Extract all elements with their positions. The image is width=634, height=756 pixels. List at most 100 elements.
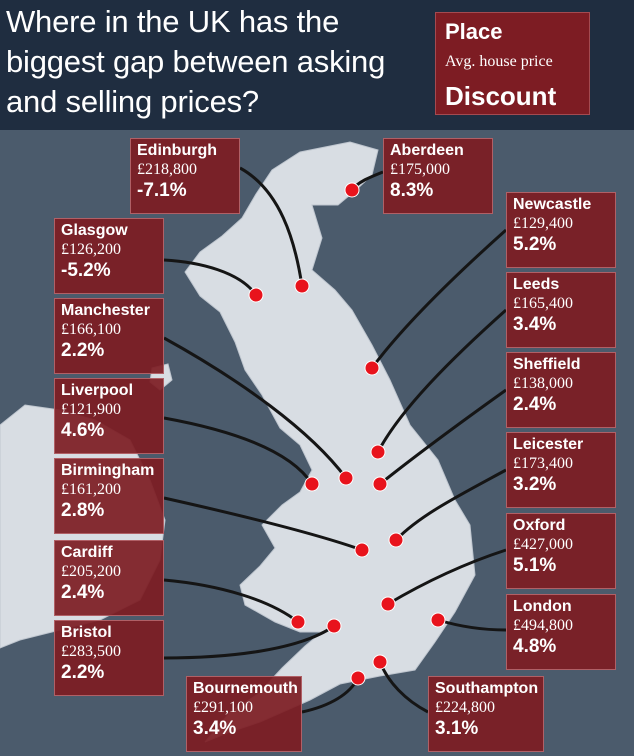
city-price: £291,100: [193, 699, 253, 716]
city-discount: 5.1%: [513, 555, 557, 576]
city-name: Liverpool: [61, 382, 134, 399]
legend-place-label: Place: [445, 19, 503, 44]
city-discount: 5.2%: [513, 234, 557, 255]
city-box-oxford: Oxford £427,000 5.1%: [506, 513, 616, 589]
city-box-edinburgh: Edinburgh £218,800 -7.1%: [130, 138, 240, 214]
city-price: £161,200: [61, 481, 121, 498]
marker-liverpool: [304, 476, 320, 492]
city-name: Sheffield: [513, 356, 581, 373]
city-box-bournemouth: Bournemouth £291,100 3.4%: [186, 676, 302, 752]
city-box-aberdeen: Aberdeen £175,000 8.3%: [383, 138, 493, 214]
connector-birmingham: [163, 496, 363, 552]
city-name: Birmingham: [61, 462, 155, 479]
city-discount: 4.8%: [513, 636, 557, 657]
connector-leeds: [376, 308, 507, 453]
marker-leicester: [388, 532, 404, 548]
connector-manchester: [163, 336, 348, 479]
marker-london: [430, 612, 446, 628]
connector-leicester: [394, 468, 507, 542]
city-name: Leicester: [513, 436, 584, 453]
city-price: £121,900: [61, 401, 121, 418]
city-box-southampton: Southampton £224,800 3.1%: [428, 676, 544, 752]
city-discount: 2.2%: [61, 340, 105, 361]
city-price: £283,500: [61, 643, 121, 660]
city-price: £126,200: [61, 241, 121, 258]
city-price: £165,400: [513, 295, 573, 312]
city-name: Newcastle: [513, 196, 592, 213]
city-discount: 3.4%: [513, 314, 557, 335]
legend-price-label: Avg. house price: [445, 53, 553, 70]
city-discount: 3.1%: [435, 718, 479, 739]
city-name: Glasgow: [61, 222, 128, 239]
city-box-glasgow: Glasgow £126,200 -5.2%: [54, 218, 164, 294]
marker-bournemouth: [350, 670, 366, 686]
city-price: £494,800: [513, 617, 573, 634]
city-box-birmingham: Birmingham £161,200 2.8%: [54, 458, 164, 534]
marker-glasgow: [248, 287, 264, 303]
city-name: Southampton: [435, 680, 539, 697]
city-name: Bournemouth: [193, 680, 298, 697]
city-box-leeds: Leeds £165,400 3.4%: [506, 272, 616, 348]
city-name: Leeds: [513, 276, 560, 293]
city-discount: 2.8%: [61, 500, 105, 521]
connectors: [163, 166, 507, 714]
connector-liverpool: [163, 416, 314, 485]
marker-leeds: [370, 444, 386, 460]
marker-oxford: [380, 596, 396, 612]
city-name: Bristol: [61, 624, 112, 641]
marker-birmingham: [354, 542, 370, 558]
connector-bristol: [163, 624, 335, 660]
legend-box: Place Avg. house price Discount: [435, 12, 590, 115]
city-name: Aberdeen: [390, 142, 464, 159]
marker-newcastle: [364, 360, 380, 376]
city-discount: 2.4%: [513, 394, 557, 415]
connector-edinburgh: [239, 166, 304, 287]
marker-manchester: [338, 470, 354, 486]
city-box-sheffield: Sheffield £138,000 2.4%: [506, 352, 616, 428]
marker-sheffield: [372, 476, 388, 492]
city-discount: -7.1%: [137, 180, 187, 201]
city-box-liverpool: Liverpool £121,900 4.6%: [54, 378, 164, 454]
marker-bristol: [326, 618, 342, 634]
chart-title: Where in the UK has the biggest gap betw…: [6, 4, 386, 119]
connector-london: [437, 618, 507, 632]
city-price: £166,100: [61, 321, 121, 338]
city-price: £129,400: [513, 215, 573, 232]
marker-aberdeen: [344, 182, 360, 198]
city-price: £224,800: [435, 699, 495, 716]
great-britain-landmass: [184, 141, 476, 743]
connector-sheffield: [379, 388, 507, 486]
city-discount: 2.4%: [61, 582, 105, 603]
connector-oxford: [387, 548, 507, 606]
city-name: Oxford: [513, 517, 566, 534]
city-discount: 2.2%: [61, 662, 105, 683]
city-box-london: London £494,800 4.8%: [506, 594, 616, 670]
connector-glasgow: [163, 258, 258, 296]
marker-cardiff: [290, 614, 306, 630]
city-name: London: [513, 598, 572, 615]
city-price: £173,400: [513, 455, 573, 472]
legend-discount-label: Discount: [445, 81, 557, 111]
marker-southampton: [372, 654, 388, 670]
city-discount: 3.4%: [193, 718, 237, 739]
city-name: Edinburgh: [137, 142, 217, 159]
city-price: £138,000: [513, 375, 573, 392]
city-box-newcastle: Newcastle £129,400 5.2%: [506, 192, 616, 268]
city-price: £427,000: [513, 536, 573, 553]
city-price: £218,800: [137, 161, 197, 178]
city-price: £205,200: [61, 563, 121, 580]
city-box-cardiff: Cardiff £205,200 2.4%: [54, 540, 164, 616]
connector-newcastle: [370, 228, 507, 369]
city-name: Manchester: [61, 302, 150, 319]
city-discount: 4.6%: [61, 420, 105, 441]
city-price: £175,000: [390, 161, 450, 178]
markers: [248, 182, 446, 686]
city-name: Cardiff: [61, 544, 113, 561]
connector-cardiff: [163, 578, 299, 624]
marker-edinburgh: [294, 278, 310, 294]
city-discount: 8.3%: [390, 180, 434, 201]
city-box-bristol: Bristol £283,500 2.2%: [54, 620, 164, 696]
city-discount: -5.2%: [61, 260, 111, 281]
city-box-manchester: Manchester £166,100 2.2%: [54, 298, 164, 374]
city-box-leicester: Leicester £173,400 3.2%: [506, 432, 616, 508]
